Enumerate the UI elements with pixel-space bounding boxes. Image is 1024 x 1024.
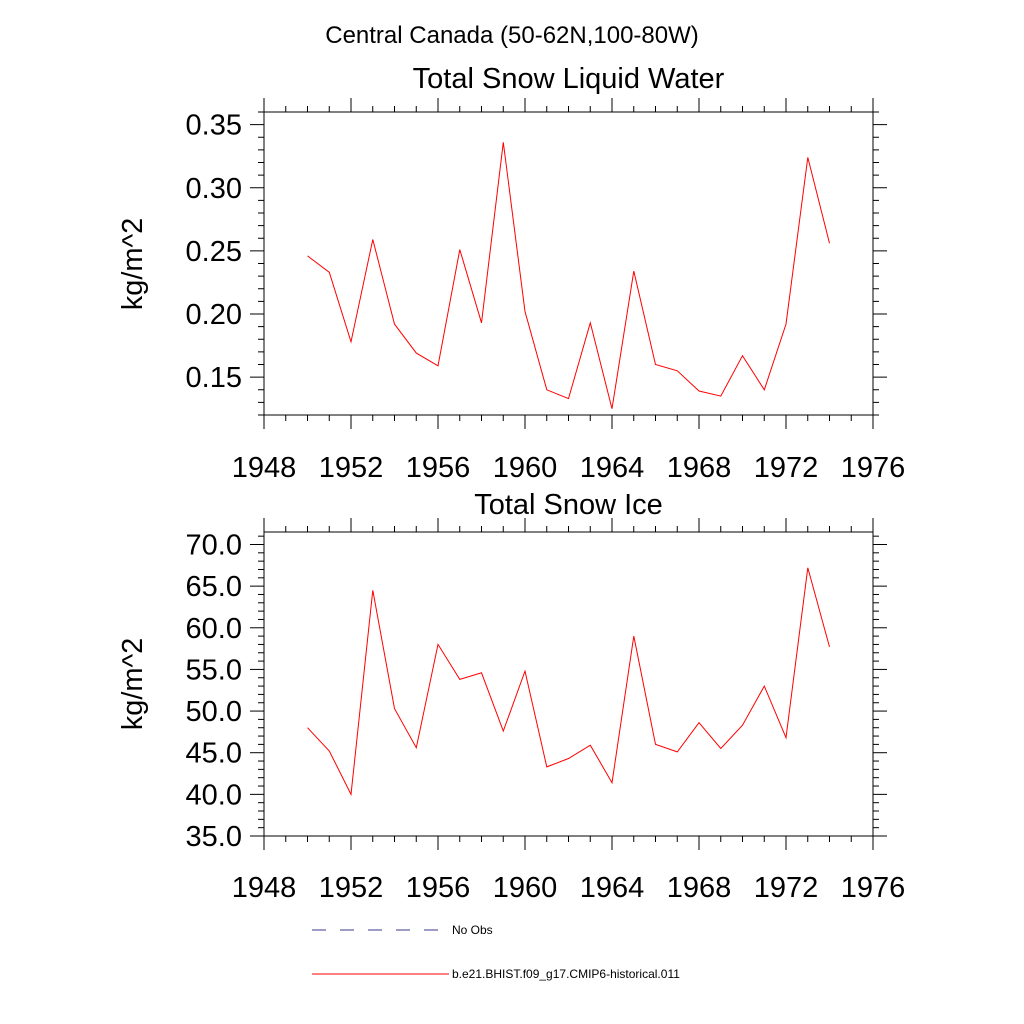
legend: No Obs b.e21.BHIST.f09_g17.CMIP6-historic… [312,923,680,981]
legend-label: b.e21.BHIST.f09_g17.CMIP6-historical.011 [452,967,680,981]
y-tick-label: 50.0 [186,696,242,728]
x-tick-label: 1960 [493,452,558,484]
x-tick-label: 1968 [667,872,732,904]
x-tick-label: 1948 [232,872,297,904]
x-tick-label: 1952 [319,452,384,484]
legend-label: No Obs [452,923,493,937]
y-tick-label: 35.0 [186,821,242,853]
x-tick-label: 1976 [841,452,906,484]
y-axis-label: kg/m^2 [117,218,149,311]
legend-entry-2: b.e21.BHIST.f09_g17.CMIP6-historical.011 [312,967,680,981]
y-tick-label: 0.25 [186,236,242,268]
x-tick-label: 1956 [406,872,471,904]
plot-frame [263,531,874,837]
y-tick-label: 0.15 [186,362,242,394]
y-tick-label: 60.0 [186,613,242,645]
y-tick-label: 40.0 [186,779,242,811]
x-tick-label: 1972 [754,872,819,904]
y-axis-label: kg/m^2 [117,638,149,731]
y-tick-label: 0.30 [186,173,242,205]
series-line-model [307,142,830,409]
panel-title: Total Snow Liquid Water [413,63,725,95]
x-tick-label: 1972 [754,452,819,484]
chart-panel-2: Total Snow Ice 1948 1952 1956 1960 1964 1968 19… [117,489,905,904]
y-tick-label: 65.0 [186,571,242,603]
x-tick-label: 1964 [580,872,645,904]
x-tick-label: 1956 [406,452,471,484]
y-tick-label: 55.0 [186,654,242,686]
y-tick-label: 0.35 [186,110,242,142]
x-tick-label: 1948 [232,452,297,484]
x-tick-label: 1960 [493,872,558,904]
y-tick-label: 0.20 [186,299,242,331]
x-tick-label: 1952 [319,872,384,904]
y-tick-label: 45.0 [186,738,242,770]
x-tick-label: 1976 [841,872,906,904]
x-tick-label: 1968 [667,452,732,484]
series-line-model [307,567,830,797]
panel-title: Total Snow Ice [474,489,663,521]
y-tick-label: 70.0 [186,529,242,561]
plot-frame [263,111,874,416]
figure-suptitle: Central Canada (50-62N,100-80W) [325,22,699,49]
panels: Total Snow Liquid Water 1948 1952 1956 1960 1… [117,63,905,904]
x-tick-label: 1964 [580,452,645,484]
chart-panel-1: Total Snow Liquid Water 1948 1952 1956 1960 1… [117,63,905,484]
legend-entry-1: No Obs [312,923,493,937]
